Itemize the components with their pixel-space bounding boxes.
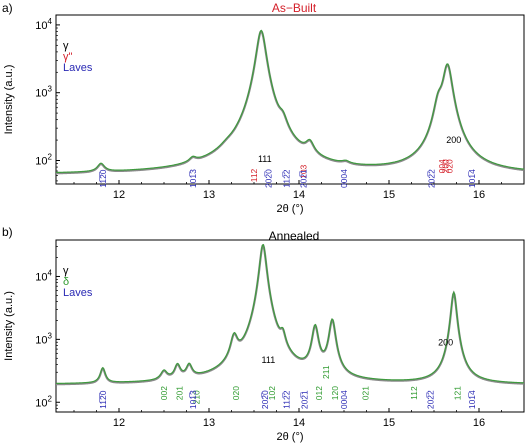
legend-entry: γ" [63, 51, 73, 63]
panel-a: a) As−Built 12 13 14 15 16 102 103 104 Intensity (… [2, 1, 525, 215]
peak-index-label: 111 [258, 154, 272, 164]
y-tick-label: 102 [35, 394, 52, 409]
panel-title: Annealed [269, 229, 320, 243]
x-axis-label: 2θ (°) [276, 431, 303, 443]
peak-index-label: 202̅0 [260, 390, 270, 409]
peak-index-label: 202̅1 [299, 169, 309, 188]
peak-index-label: 004 [437, 159, 447, 173]
peak-index-label: 102 [267, 386, 277, 400]
x-tick-label: 13 [203, 189, 215, 201]
peak-index-label: 0004 [339, 390, 349, 409]
legend-entry: γ [63, 40, 69, 52]
y-tick-label: 103 [35, 85, 52, 100]
panel-title: As−Built [272, 1, 317, 15]
x-axis-label: 2θ (°) [276, 203, 303, 215]
peak-index-label: 202̅2 [425, 390, 435, 409]
plot-frame [55, 239, 525, 413]
peak-index-label: 202̅1 [299, 390, 309, 409]
peak-index-label: 120 [330, 386, 340, 400]
x-tick-label: 16 [473, 189, 485, 201]
x-tick-label: 14 [293, 417, 305, 429]
fitted-curve [55, 29, 525, 174]
peak-index-label: 111 [262, 355, 276, 365]
peak-index-label: 200 [438, 337, 453, 347]
peak-index-label: 101̅4 [467, 169, 477, 188]
peak-index-label: 112 [409, 386, 419, 400]
panel-label: b) [2, 225, 13, 239]
peak-index-label: 211 [321, 365, 331, 379]
peak-index-label: 021 [361, 386, 371, 400]
peak-index-label: 201 [174, 386, 184, 400]
legend-entry: γ [63, 265, 69, 277]
peak-index-label: 101̅4 [467, 390, 477, 409]
panel-b: b) Annealed 12 13 14 15 16 102 103 104 Intensity (… [2, 225, 525, 443]
y-tick-label: 102 [35, 152, 52, 167]
peak-index-label: 11̅2̅0 [98, 169, 108, 188]
y-tick-label: 103 [35, 331, 52, 346]
peak-index-label: 202̅2 [426, 169, 436, 188]
y-tick-label: 104 [35, 268, 52, 283]
peak-index-label: 101̅3 [188, 390, 198, 409]
fitted-curve [55, 243, 525, 385]
y-axis-label: Intensity (a.u.) [3, 65, 15, 135]
peak-index-label: 202̅0 [263, 169, 273, 188]
peak-index-label: 112̅2 [281, 169, 291, 188]
peak-index-label: 020 [231, 386, 241, 400]
peak-index-label: 101̅3 [188, 169, 198, 188]
legend-entry: Laves [63, 62, 93, 74]
peak-index-label: 020 [444, 159, 454, 173]
peak-index-label: 11̅2̅0 [98, 390, 108, 409]
x-tick-label: 15 [383, 417, 395, 429]
peak-index-label: 112̅2 [281, 390, 291, 409]
legend-entry: Laves [63, 287, 93, 299]
peak-index-label: 0004 [339, 169, 349, 188]
peak-index-label: 002 [159, 386, 169, 400]
x-tick-label: 12 [113, 417, 125, 429]
y-tick-label: 104 [35, 17, 52, 32]
y-axis-label: Intensity (a.u.) [3, 291, 15, 361]
peak-index-label: 200 [446, 135, 461, 145]
x-tick-label: 15 [383, 189, 395, 201]
peak-index-label: 210 [191, 390, 201, 404]
x-tick-label: 16 [473, 417, 485, 429]
peak-index-label: 112 [249, 168, 259, 182]
peak-index-label: 121 [452, 386, 462, 400]
legend-entry: δ [63, 276, 69, 288]
x-tick-label: 13 [203, 417, 215, 429]
peak-index-label: 103 [299, 164, 309, 178]
panel-label: a) [2, 1, 13, 15]
peak-index-label: 200 [441, 159, 451, 173]
measured-curve [55, 29, 525, 175]
peak-index-label: 012 [314, 386, 324, 400]
x-tick-label: 12 [113, 189, 125, 201]
measured-curve [55, 244, 525, 386]
x-tick-label: 14 [293, 189, 305, 201]
